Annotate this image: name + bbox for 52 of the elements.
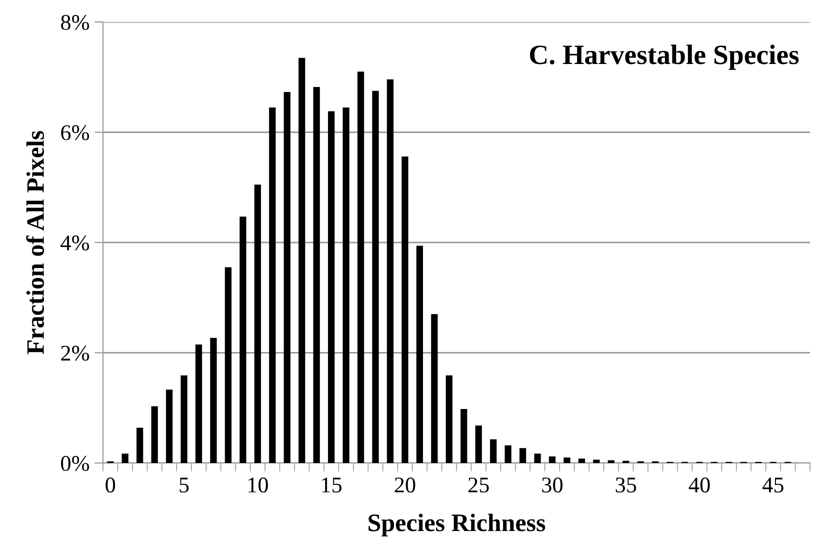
bar xyxy=(593,460,600,463)
bar xyxy=(564,457,570,463)
bar xyxy=(284,92,290,463)
bar xyxy=(402,156,408,463)
y-tick-label: 2% xyxy=(61,346,90,361)
bar xyxy=(386,79,394,463)
x-tick-label: 15 xyxy=(322,478,342,493)
bar xyxy=(475,426,482,463)
y-axis-title: Fraction of All Pixels xyxy=(26,130,44,354)
x-tick-label: 5 xyxy=(180,478,189,493)
bar xyxy=(136,428,144,463)
x-tick-label: 35 xyxy=(616,478,636,493)
bar xyxy=(122,454,128,463)
bar xyxy=(328,111,335,463)
y-tick-label: 8% xyxy=(61,14,90,30)
bar xyxy=(269,107,276,463)
x-tick-label: 40 xyxy=(688,478,710,493)
bar xyxy=(519,448,526,463)
bar xyxy=(240,216,246,463)
bar xyxy=(195,344,202,463)
y-tick-label: 6% xyxy=(61,125,90,140)
y-tick-label: 0% xyxy=(61,456,90,471)
bar xyxy=(608,460,614,463)
bar xyxy=(180,375,188,463)
bar xyxy=(372,90,379,463)
bar xyxy=(431,314,438,463)
bar xyxy=(357,72,364,463)
bar xyxy=(210,338,217,463)
bar xyxy=(446,375,452,463)
bar xyxy=(504,445,512,463)
x-axis-title: Species Richness xyxy=(368,514,546,536)
bar xyxy=(254,184,261,463)
text: C. Harvestable Species xyxy=(530,44,799,70)
x-tick-label: 30 xyxy=(542,478,563,493)
y-tick-label: 4% xyxy=(60,235,90,250)
bar xyxy=(151,406,158,463)
bar xyxy=(548,456,556,463)
x-tick-label: 0 xyxy=(106,478,116,493)
x-tick-label: 20 xyxy=(394,478,416,493)
bar xyxy=(578,458,586,463)
bar xyxy=(460,408,468,463)
bar xyxy=(490,439,497,463)
bar xyxy=(313,87,320,463)
bar xyxy=(416,246,423,463)
x-tick-label: 10 xyxy=(248,478,268,493)
x-tick-label: 45 xyxy=(762,478,784,493)
bar xyxy=(342,107,350,463)
bar xyxy=(534,454,541,463)
x-tick-label: 25 xyxy=(468,478,489,493)
bar xyxy=(298,58,306,463)
bar xyxy=(224,267,232,463)
bar xyxy=(166,390,173,463)
